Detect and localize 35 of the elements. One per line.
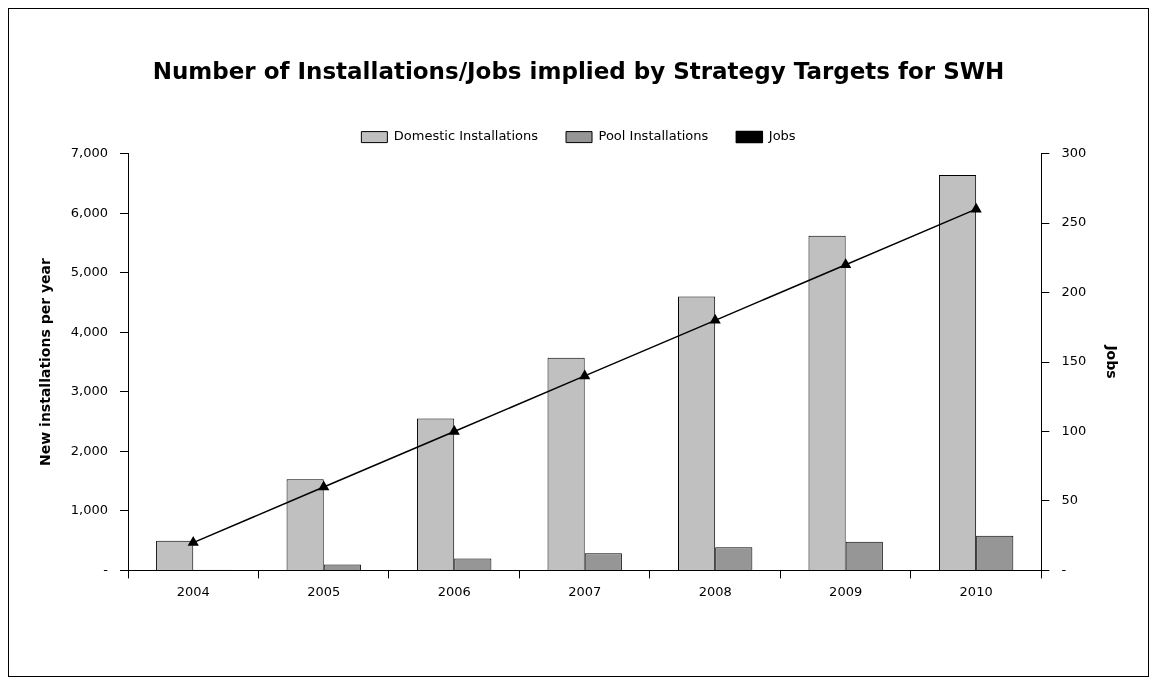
legend-label: Pool Installations [598,128,709,144]
y2-tick-label: 50 [1061,492,1078,508]
point [188,536,199,546]
x-tick-label: 2009 [829,583,863,599]
x-tick-label: 2006 [437,583,471,599]
point [840,259,851,268]
x-tick-label: 2008 [698,583,732,599]
x-tick-label: 2004 [176,583,210,599]
y2-axis-title: Jobs [1103,344,1120,379]
y2-tick-label: 100 [1061,422,1087,438]
chart-title: Number of Installations/Jobs implied by Strategy Targets for SWH [152,57,1005,84]
y-axis-title: New installations per year [37,257,54,466]
y2-tick-label: 200 [1061,283,1087,299]
point [449,425,460,435]
x-tick-label: 2010 [959,583,993,599]
y2-tick-label: 250 [1061,214,1087,230]
point [971,203,982,213]
x-tick-label: 2005 [307,583,341,599]
y-tick-label: 3,000 [70,383,109,399]
y-tick-label: 7,000 [70,144,109,160]
point [710,314,721,324]
point [318,481,329,491]
y-tick-label: 4,000 [70,323,109,339]
legend-label: Jobs [767,128,796,144]
y-tick-label: 1,000 [70,502,109,518]
y-tick-label: 6,000 [70,204,109,220]
point [579,370,590,380]
y-tick-label: - [103,561,109,577]
y2-tick-label: - [1061,561,1067,577]
legend-label: Domestic Installations [393,128,539,144]
y-tick-label: 2,000 [70,442,109,458]
y-tick-label: 5,000 [70,264,109,280]
x-tick-label: 2007 [568,583,602,599]
y2-tick-label: 150 [1061,353,1087,369]
y2-tick-label: 300 [1061,144,1087,160]
